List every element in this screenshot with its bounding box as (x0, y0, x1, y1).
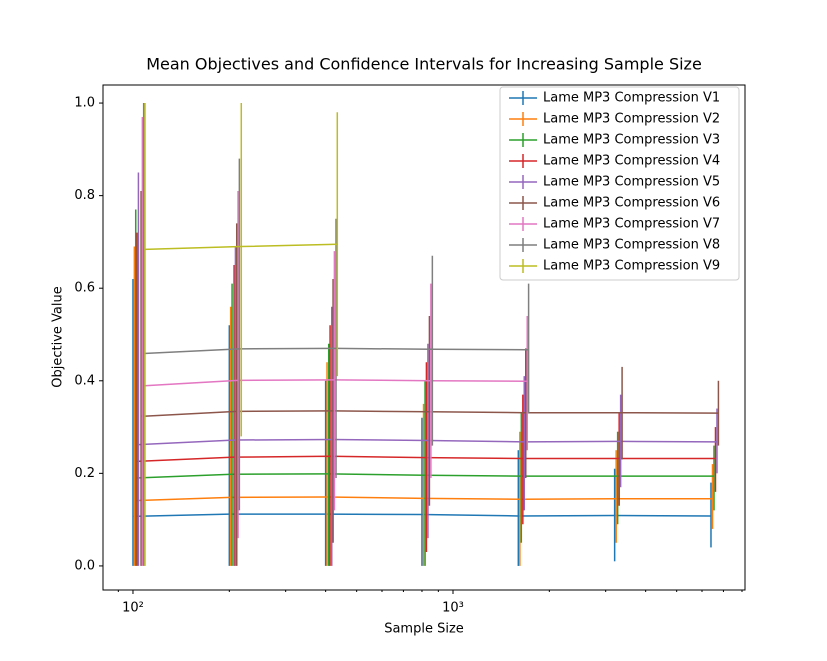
legend-label: Lame MP3 Compression V4 (543, 154, 720, 169)
series-line (144, 243, 338, 251)
y-tick-label: 0.8 (74, 188, 95, 203)
legend-label: Lame MP3 Compression V9 (543, 259, 720, 274)
plot-area (132, 103, 720, 566)
series-line (132, 513, 711, 518)
series-line (135, 473, 715, 479)
legend-label: Lame MP3 Compression V6 (543, 196, 720, 211)
legend-box (499, 86, 740, 281)
series-line (138, 438, 717, 446)
series-line (137, 455, 716, 463)
y-tick-label: 0.6 (74, 281, 95, 296)
y-tick-label: 0.0 (74, 558, 95, 573)
y-tick-label: 0.4 (74, 373, 95, 388)
x-tick-label: 10³ (442, 601, 464, 616)
series-line (134, 496, 713, 502)
x-tick-label: 10² (122, 601, 144, 616)
y-tick-label: 1.0 (74, 96, 95, 111)
y-axis-label: Objective Value (51, 286, 66, 387)
series-line (142, 379, 528, 387)
chart-title: Mean Objectives and Confidence Intervals… (146, 55, 702, 74)
legend-label: Lame MP3 Compression V2 (543, 112, 720, 127)
y-tick-label: 0.2 (74, 466, 95, 481)
x-axis-label: Sample Size (384, 622, 464, 637)
series-line (141, 410, 719, 418)
legend-label: Lame MP3 Compression V5 (543, 175, 720, 190)
axes-frame (102, 84, 746, 591)
legend-label: Lame MP3 Compression V1 (543, 91, 720, 106)
legend-label: Lame MP3 Compression V8 (543, 238, 720, 253)
legend-label: Lame MP3 Compression V3 (543, 133, 720, 148)
series-line (143, 347, 529, 355)
legend-label: Lame MP3 Compression V7 (543, 217, 720, 232)
legend: Lame MP3 Compression V1 Lame MP3 Compress… (499, 86, 740, 281)
